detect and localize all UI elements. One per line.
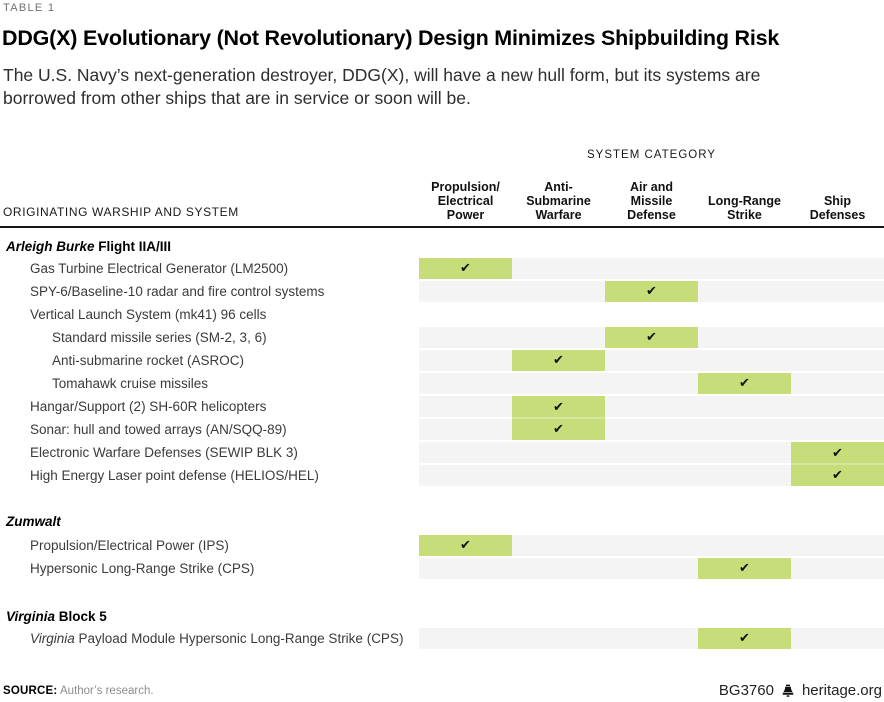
row-stripe (419, 258, 884, 279)
row-stripe (419, 442, 884, 463)
check-icon: ✔ (553, 352, 564, 368)
table-row: ✔ High Energy Laser point defense (HELIO… (0, 465, 884, 488)
table-row: ✔ SPY-6/Baseline-10 radar and fire contr… (0, 281, 884, 304)
heritage-bell-icon (781, 684, 795, 698)
column-group-label: SYSTEM CATEGORY (587, 149, 716, 161)
row-label: SPY-6/Baseline-10 radar and fire control… (30, 284, 325, 299)
column-header-long-range: Long-Range Strike (708, 194, 781, 222)
column-header-anti-submarine: Anti- Submarine Warfare (526, 180, 591, 222)
row-label: Virginia Payload Module Hypersonic Long-… (0, 628, 403, 649)
check-cell-propulsion: ✔ (419, 535, 512, 556)
group-name-rest: Flight IIA/III (94, 239, 172, 254)
row-label: Sonar: hull and towed arrays (AN/SQQ-89) (30, 422, 287, 437)
row-label: Propulsion/Electrical Power (IPS) (30, 538, 229, 553)
row-stripe (419, 558, 884, 579)
check-icon: ✔ (460, 260, 471, 276)
group-header-virginia: Virginia Block 5 (0, 608, 884, 628)
table-row: ✔ Virginia Payload Module Hypersonic Lon… (0, 628, 884, 651)
check-cell-long-range: ✔ (698, 628, 791, 649)
page-title: DDG(X) Evolutionary (Not Revolutionary) … (2, 26, 780, 50)
table-number-label: TABLE 1 (3, 2, 56, 14)
check-cell-ship-defenses: ✔ (791, 442, 884, 465)
source-label: SOURCE: (3, 685, 58, 697)
row-stripe (419, 465, 884, 486)
check-icon: ✔ (739, 375, 750, 391)
document-id: BG3760 (718, 682, 774, 699)
group-name-italic: Zumwalt (6, 514, 61, 529)
table-row: ✔ Standard missile series (SM-2, 3, 6) (0, 327, 884, 350)
row-label: High Energy Laser point defense (HELIOS/… (30, 468, 319, 483)
row-label-rest: Payload Module Hypersonic Long-Range Str… (74, 631, 404, 646)
row-label: Gas Turbine Electrical Generator (LM2500… (30, 261, 289, 276)
row-stripe (419, 535, 884, 556)
table-row: ✔ Hangar/Support (2) SH-60R helicopters (0, 396, 884, 419)
check-cell-air-missile: ✔ (605, 281, 698, 302)
check-icon: ✔ (739, 560, 750, 576)
check-icon: ✔ (832, 445, 843, 461)
check-cell-long-range: ✔ (698, 373, 791, 394)
check-cell-anti-submarine: ✔ (512, 396, 605, 419)
row-stripe (419, 350, 884, 371)
check-cell-anti-submarine: ✔ (512, 419, 605, 440)
check-icon: ✔ (832, 467, 843, 483)
table-body: Arleigh Burke Flight IIA/III ✔ Gas Turbi… (0, 238, 884, 651)
check-icon: ✔ (553, 399, 564, 415)
column-header-ship-defenses: Ship Defenses (809, 194, 866, 222)
row-label: Standard missile series (SM-2, 3, 6) (52, 330, 267, 345)
row-stripe (419, 373, 884, 394)
row-label: Anti-submarine rocket (ASROC) (52, 353, 245, 368)
check-icon: ✔ (460, 537, 471, 553)
attribution: BG3760 heritage.org (719, 682, 882, 699)
check-cell-long-range: ✔ (698, 558, 791, 579)
header-rule-divider (0, 226, 884, 228)
check-icon: ✔ (646, 283, 657, 299)
check-icon: ✔ (646, 329, 657, 345)
check-icon: ✔ (739, 630, 750, 646)
group-header-zumwalt: Zumwalt (0, 513, 884, 535)
row-label: Electronic Warfare Defenses (SEWIP BLK 3… (30, 445, 298, 460)
check-cell-propulsion: ✔ (419, 258, 512, 279)
source-note: SOURCE: Author’s research. (3, 685, 154, 697)
row-label: Vertical Launch System (mk41) 96 cells (30, 307, 267, 322)
site-name: heritage.org (801, 682, 882, 699)
check-cell-anti-submarine: ✔ (512, 350, 605, 371)
row-label-italic: Virginia (30, 631, 75, 646)
check-icon: ✔ (553, 421, 564, 437)
table-row: ✔ Electronic Warfare Defenses (SEWIP BLK… (0, 442, 884, 465)
check-cell-air-missile: ✔ (605, 327, 698, 348)
row-label: Tomahawk cruise missiles (52, 376, 209, 391)
row-stripe (419, 419, 884, 440)
source-text: Author’s research. (60, 685, 154, 697)
row-stripe (419, 396, 884, 417)
table-row: ✔ Tomahawk cruise missiles (0, 373, 884, 396)
column-header-air-missile: Air and Missile Defense (627, 180, 676, 222)
table-row: ✔ Propulsion/Electrical Power (IPS) (0, 535, 884, 558)
group-name-rest: Block 5 (55, 609, 107, 624)
row-label: Hypersonic Long-Range Strike (CPS) (30, 561, 255, 576)
subtitle: The U.S. Navy’s next-generation destroye… (3, 64, 760, 109)
group-name-italic: Virginia (6, 609, 56, 624)
subtitle-line-1: The U.S. Navy’s next-generation destroye… (3, 65, 761, 85)
table-row: ✔ Sonar: hull and towed arrays (AN/SQQ-8… (0, 419, 884, 442)
row-label: Hangar/Support (2) SH-60R helicopters (30, 399, 267, 414)
row-stripe (419, 628, 884, 649)
column-header-propulsion: Propulsion/ Electrical Power (431, 180, 500, 222)
column-headers: Propulsion/ Electrical Power Anti- Subma… (419, 165, 884, 222)
table-row: ✔ Anti-submarine rocket (ASROC) (0, 350, 884, 373)
table-row: ✔ Hypersonic Long-Range Strike (CPS) (0, 558, 884, 581)
group-header-arleigh-burke: Arleigh Burke Flight IIA/III (0, 238, 884, 258)
group-name-italic: Arleigh Burke (6, 239, 95, 254)
row-axis-label: ORIGINATING WARSHIP AND SYSTEM (3, 205, 239, 219)
table-row: Vertical Launch System (mk41) 96 cells (0, 304, 884, 327)
subtitle-line-2: borrowed from other ships that are in se… (3, 87, 471, 108)
check-cell-ship-defenses: ✔ (791, 465, 884, 486)
table-row: ✔ Gas Turbine Electrical Generator (LM25… (0, 258, 884, 281)
